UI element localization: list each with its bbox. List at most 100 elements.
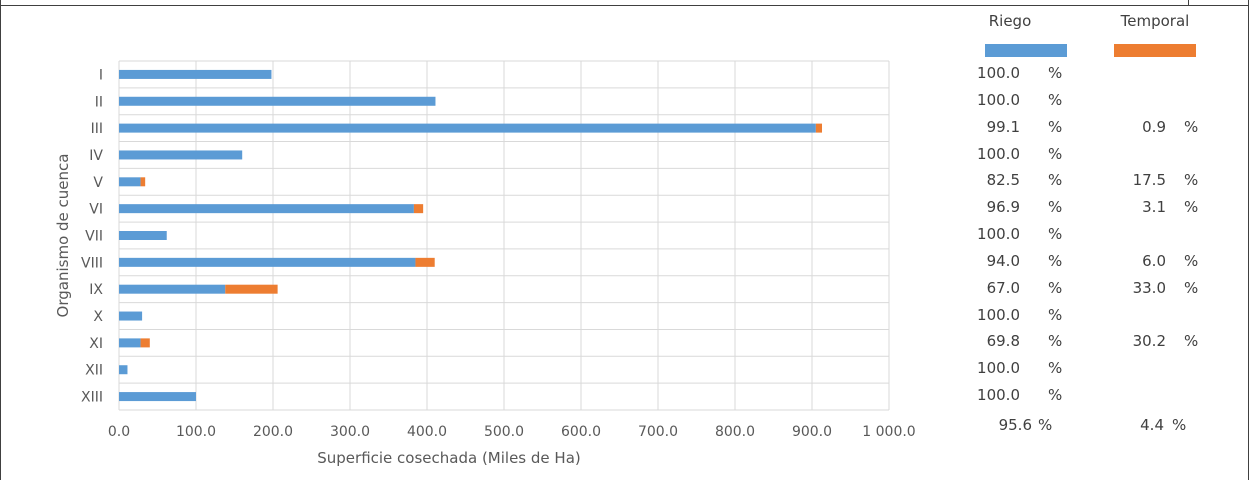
y-tick-label: XII — [85, 363, 103, 379]
x-tick-label: 500.0 — [484, 424, 524, 440]
bar-temporal — [225, 284, 278, 294]
riego-percent-sign: % — [1048, 225, 1063, 244]
temporal-percent-sign: % — [1184, 117, 1199, 136]
temporal-percent-sign: % — [1184, 171, 1199, 190]
bar-riego — [119, 284, 226, 294]
bar-riego — [119, 311, 143, 321]
x-tick-label: 100.0 — [176, 424, 216, 440]
table-row: 94.0% 6.0% — [960, 252, 1249, 272]
table-row: 99.1% 0.9% — [960, 118, 1249, 138]
riego-percent: 69.8 — [986, 332, 1020, 351]
y-tick-label: V — [93, 175, 103, 191]
riego-percent: 100.0 — [977, 144, 1020, 163]
x-tick-label: 800.0 — [715, 424, 755, 440]
bar-temporal — [413, 204, 424, 214]
riego-percent-sign: % — [1048, 332, 1063, 351]
total-riego-percent-sign: % — [1038, 416, 1053, 434]
riego-percent-sign: % — [1048, 171, 1063, 190]
riego-percent: 99.1 — [986, 117, 1020, 136]
y-tick-label: IX — [89, 282, 103, 298]
table-row: 100.0% — [960, 225, 1249, 245]
riego-percent: 100.0 — [977, 359, 1020, 378]
temporal-percent: 0.9 — [1142, 117, 1166, 136]
y-tick-label: XI — [89, 336, 103, 352]
x-tick-label: 400.0 — [407, 424, 447, 440]
riego-percent-sign: % — [1048, 144, 1063, 163]
legend-swatch-temporal — [1114, 44, 1196, 57]
riego-percent: 100.0 — [977, 305, 1020, 324]
y-tick-label: IV — [89, 148, 103, 164]
y-axis-title: Organismo de cuenca — [54, 154, 72, 318]
y-tick-label: X — [93, 309, 103, 325]
y-tick-label: III — [91, 121, 103, 137]
bar-riego — [119, 123, 816, 133]
x-tick-label: 600.0 — [561, 424, 601, 440]
table-row: 69.8% 30.2% — [960, 332, 1249, 352]
temporal-percent: 33.0 — [1132, 278, 1166, 297]
riego-percent-sign: % — [1048, 64, 1063, 82]
bar-chart: 0.0 100.0 200.0 300.0 400.0 500.0 600.0 700.0 80… — [54, 60, 916, 467]
bar-riego — [119, 338, 141, 348]
bar-riego — [119, 150, 243, 160]
riego-percent: 100.0 — [977, 64, 1020, 82]
x-tick-label: 1 000.0 — [862, 424, 915, 440]
bar-riego — [119, 365, 128, 375]
riego-percent-sign: % — [1048, 117, 1063, 136]
x-axis-title: Superficie cosechada (Miles de Ha) — [317, 449, 580, 467]
riego-percent: 100.0 — [977, 386, 1020, 405]
legend-swatch-riego — [985, 44, 1067, 57]
table-row: 100.0% — [960, 64, 1249, 84]
bar-riego — [119, 96, 436, 106]
riego-percent-sign: % — [1048, 386, 1063, 405]
total-temporal-percent: 4.4 — [1140, 416, 1164, 434]
table-row: 96.9% 3.1% — [960, 198, 1249, 218]
temporal-percent: 3.1 — [1142, 198, 1166, 217]
bar-riego — [119, 177, 141, 187]
bar-riego — [119, 392, 196, 402]
bar-temporal — [140, 338, 150, 348]
riego-percent-sign: % — [1048, 278, 1063, 297]
bar-temporal — [140, 177, 146, 187]
table-row: 100.0% — [960, 91, 1249, 111]
riego-percent-sign: % — [1048, 359, 1063, 378]
table-row: 67.0% 33.0% — [960, 279, 1249, 299]
y-tick-label: XIII — [81, 390, 103, 406]
riego-percent-sign: % — [1048, 251, 1063, 270]
x-tick-label: 300.0 — [330, 424, 370, 440]
riego-percent: 82.5 — [986, 171, 1020, 190]
percent-table: Riego Temporal 100.0% 100.0% 99.1% 0.9% 100.… — [960, 0, 1249, 480]
figure-top-border — [0, 5, 1249, 6]
y-tick-label: I — [99, 67, 103, 83]
y-tick-label: II — [95, 94, 103, 110]
table-row: 100.0% — [960, 359, 1249, 379]
y-tick-label: VI — [89, 202, 103, 218]
riego-percent: 100.0 — [977, 225, 1020, 244]
bar-temporal — [415, 257, 435, 267]
temporal-percent: 17.5 — [1132, 171, 1166, 190]
temporal-percent-sign: % — [1184, 251, 1199, 270]
bar-riego — [119, 231, 167, 240]
y-tick-label: VIII — [81, 255, 103, 271]
table-row: 100.0% — [960, 306, 1249, 326]
x-tick-label: 700.0 — [638, 424, 678, 440]
total-riego-percent: 95.6 — [998, 416, 1032, 434]
riego-percent: 94.0 — [986, 251, 1020, 270]
temporal-percent-sign: % — [1184, 332, 1199, 351]
total-row: 95.6% 4.4% — [960, 416, 1249, 436]
y-tick-label: VII — [85, 229, 103, 245]
riego-percent-sign: % — [1048, 305, 1063, 324]
bar-temporal — [815, 123, 823, 133]
table-row: 100.0% — [960, 145, 1249, 165]
riego-percent: 100.0 — [977, 90, 1020, 109]
bar-riego — [119, 257, 416, 267]
x-tick-label: 900.0 — [792, 424, 832, 440]
table-row: 82.5% 17.5% — [960, 171, 1249, 191]
total-temporal-percent-sign: % — [1172, 416, 1187, 434]
table-row: 100.0% — [960, 386, 1249, 406]
riego-percent-sign: % — [1048, 90, 1063, 109]
riego-percent: 96.9 — [986, 198, 1020, 217]
temporal-percent: 30.2 — [1132, 332, 1166, 351]
riego-percent-sign: % — [1048, 198, 1063, 217]
bar-riego — [119, 69, 272, 79]
temporal-percent-sign: % — [1184, 278, 1199, 297]
